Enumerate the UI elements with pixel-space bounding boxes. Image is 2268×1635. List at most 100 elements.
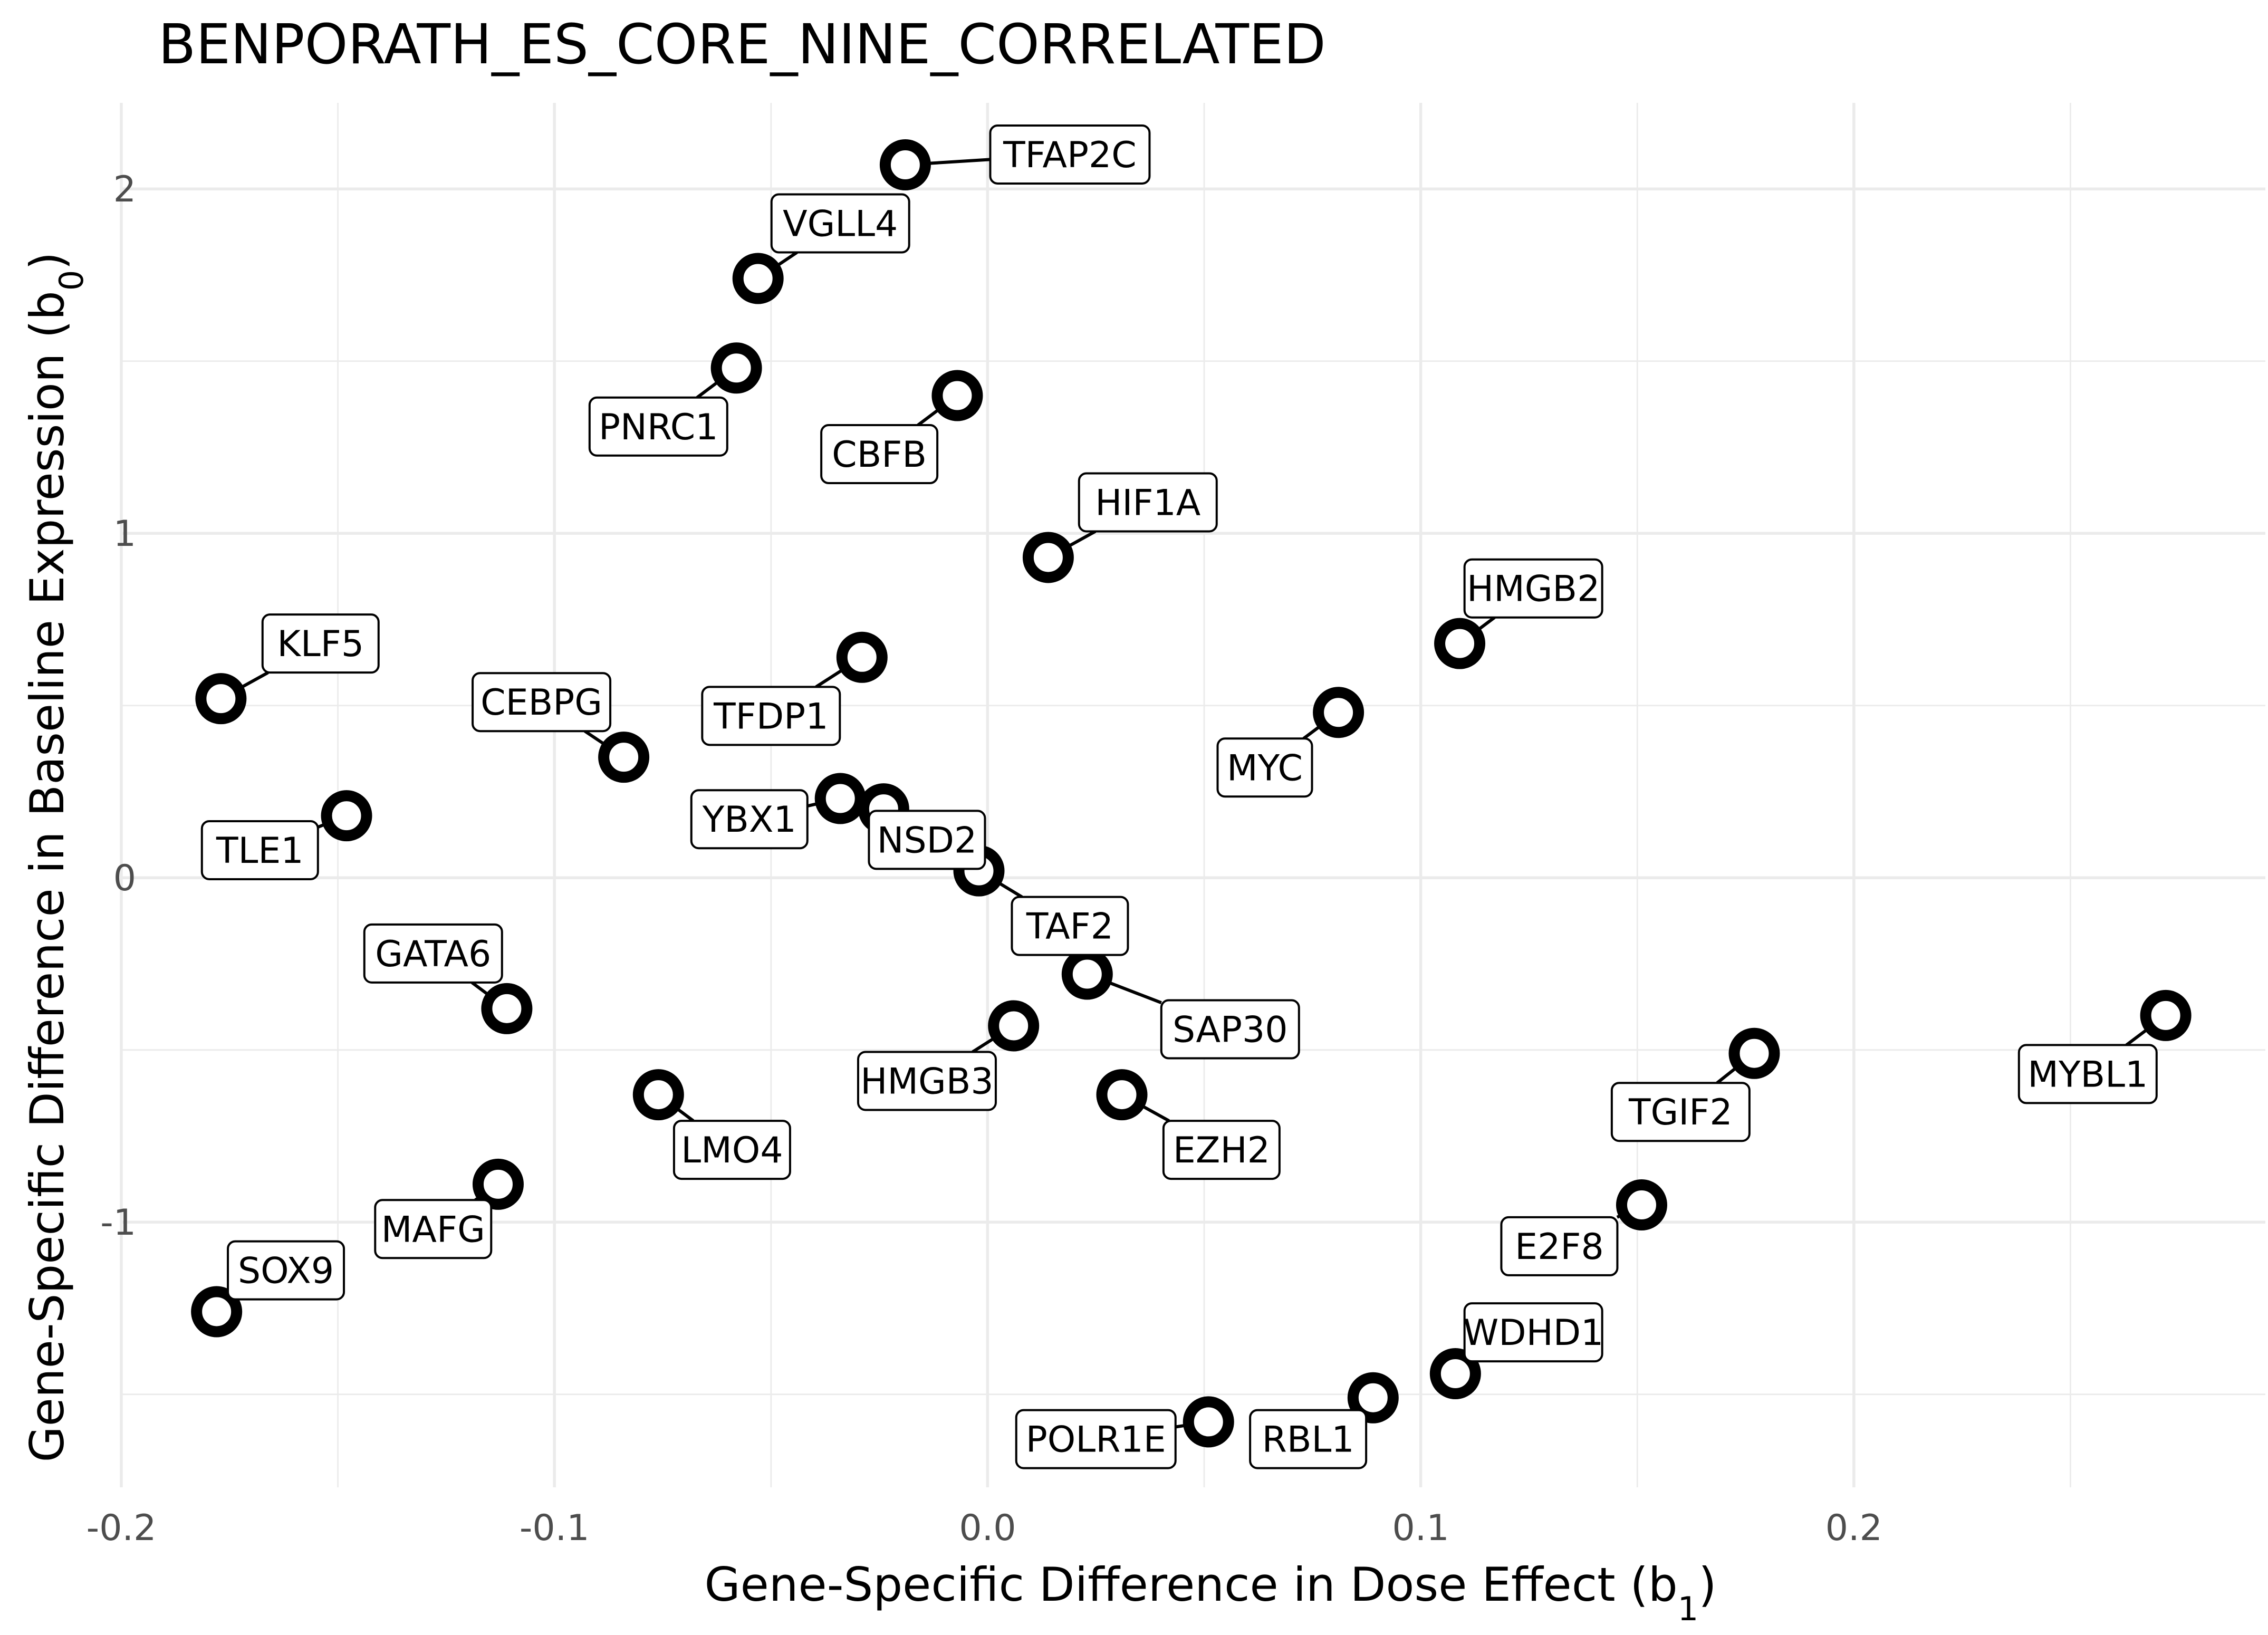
data-point <box>632 1069 684 1121</box>
y-tick-label: 2 <box>113 169 136 210</box>
point-label: HMGB2 <box>1463 558 1603 619</box>
point-label: SOX9 <box>227 1240 345 1301</box>
point-label-text: LMO4 <box>681 1130 783 1171</box>
point-label-text: YBX1 <box>702 799 796 841</box>
point-label: MYC <box>1216 737 1313 798</box>
point-label: TFDP1 <box>701 686 841 746</box>
point-label: TAF2 <box>1011 896 1129 956</box>
y-axis-title: Gene-Specific Difference in Baseline Exp… <box>20 252 91 1462</box>
point-label: HIF1A <box>1078 472 1218 533</box>
point-label-box <box>1216 737 1313 798</box>
point-label: TGIF2 <box>1610 1082 1751 1142</box>
data-point <box>195 673 247 725</box>
point-label: HMGB3 <box>857 1051 997 1111</box>
point-label-box <box>472 672 612 733</box>
point-label-box <box>1610 1082 1751 1142</box>
point-label-text: CBFB <box>832 434 927 476</box>
point-label-text: SOX9 <box>238 1251 334 1292</box>
data-point <box>814 773 866 824</box>
point-label-text: TFDP1 <box>713 696 828 737</box>
point-label-box <box>1500 1216 1619 1276</box>
data-point <box>988 1000 1040 1052</box>
data-point <box>1429 1348 1481 1400</box>
point-label: CEBPG <box>472 672 612 733</box>
point-label-box <box>1160 999 1300 1060</box>
point-label: POLR1E <box>1015 1409 1177 1469</box>
label-leader-line <box>925 158 991 166</box>
data-point <box>1728 1027 1780 1079</box>
data-point <box>1061 948 1113 1000</box>
x-tick-label: 0.0 <box>959 1507 1016 1549</box>
point-labels: TFAP2C VGLL4 PNRC1 CBFB HIF1A HMGB2 KLF5 TFDP1 M… <box>200 124 2158 1469</box>
point-label: GATA6 <box>363 923 503 984</box>
point-label-text: TFAP2C <box>1003 134 1137 176</box>
data-point <box>879 139 931 191</box>
data-point <box>1616 1179 1667 1231</box>
x-tick-label: 0.2 <box>1825 1507 1882 1549</box>
point-label-text: HMGB2 <box>1467 569 1600 610</box>
point-label-box <box>1249 1409 1368 1469</box>
point-label-text: E2F8 <box>1515 1226 1604 1268</box>
point-label: SAP30 <box>1160 999 1300 1060</box>
point-label: YBX1 <box>690 789 809 850</box>
point-label-box <box>1463 558 1603 619</box>
data-point <box>1022 532 1074 583</box>
label-leader-line <box>1105 979 1162 1005</box>
data-point <box>481 983 533 1034</box>
point-label-box <box>1015 1409 1177 1469</box>
point-label-box <box>1011 896 1129 956</box>
point-label-box <box>701 686 841 746</box>
point-label-text: TAF2 <box>1026 906 1113 948</box>
point-label-box <box>690 789 809 850</box>
point-label-text: MYBL1 <box>2027 1054 2148 1095</box>
point-label-box <box>1078 472 1218 533</box>
point-label: MAFG <box>374 1199 493 1259</box>
point-label: RBL1 <box>1249 1409 1368 1469</box>
data-point <box>1313 687 1364 738</box>
point-label-box <box>672 1120 791 1180</box>
point-label: E2F8 <box>1500 1216 1619 1276</box>
point-label-box <box>868 810 986 870</box>
point-label-text: TGIF2 <box>1628 1092 1733 1133</box>
point-label: PNRC1 <box>588 396 728 457</box>
point-label-text: MAFG <box>381 1209 485 1251</box>
point-label-box <box>989 124 1151 185</box>
label-leader-line <box>1138 1103 1170 1122</box>
point-label-box <box>374 1199 493 1259</box>
x-axis-ticks: -0.2 -0.1 0.0 0.1 0.2 <box>87 1507 1882 1549</box>
point-label-box <box>1463 1302 1603 1363</box>
data-point <box>1096 1069 1148 1121</box>
point-label-text: NSD2 <box>877 820 977 861</box>
point-label: EZH2 <box>1162 1120 1281 1180</box>
y-tick-label: 0 <box>113 858 136 899</box>
point-label-box <box>227 1240 345 1301</box>
point-label-box <box>363 923 503 984</box>
point-label: WDHD1 <box>1463 1302 1603 1363</box>
data-point <box>1347 1372 1399 1424</box>
data-point <box>191 1286 243 1338</box>
point-label: VGLL4 <box>770 193 910 254</box>
point-label-box <box>820 424 939 485</box>
point-label-box <box>857 1051 997 1111</box>
data-point <box>1183 1396 1234 1448</box>
point-label: MYBL1 <box>2017 1044 2158 1104</box>
point-label: NSD2 <box>868 810 986 870</box>
point-label-box <box>200 820 319 880</box>
data-point <box>931 370 983 421</box>
point-label-box <box>1162 1120 1281 1180</box>
x-tick-label: 0.1 <box>1392 1507 1449 1549</box>
point-label-text: KLF5 <box>277 623 364 665</box>
data-point <box>2140 989 2192 1041</box>
y-tick-label: 1 <box>113 513 136 555</box>
point-label-text: WDHD1 <box>1463 1312 1603 1354</box>
point-label-box <box>770 193 910 254</box>
point-label-text: HIF1A <box>1095 482 1200 524</box>
data-point <box>732 253 784 304</box>
x-axis-title: Gene-Specific Difference in Dose Effect … <box>704 1557 1716 1628</box>
x-tick-label: -0.1 <box>520 1507 590 1549</box>
point-label-text: TLE1 <box>216 830 304 872</box>
point-label-text: PNRC1 <box>599 407 718 448</box>
label-leader-line <box>237 671 269 690</box>
